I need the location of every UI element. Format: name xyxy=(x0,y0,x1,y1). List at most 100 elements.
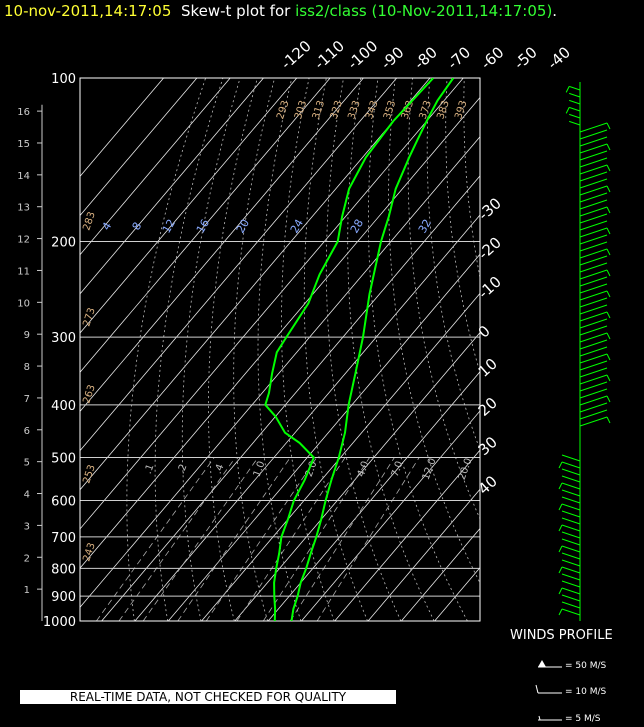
dry-adiabat-label: 383 xyxy=(435,99,451,121)
temperature-profile-line xyxy=(290,78,455,621)
right-temperature-label: -10 xyxy=(475,273,505,303)
wind-barb-feather xyxy=(558,587,563,595)
dry-adiabat-line xyxy=(426,78,480,451)
isotherm-line xyxy=(80,78,164,177)
isotherm-line xyxy=(80,136,480,608)
dry-adiabat-line xyxy=(181,78,241,621)
dry-adiabat-line xyxy=(463,78,480,280)
wind-barb xyxy=(579,136,608,147)
right-temperature-label: 40 xyxy=(475,472,501,498)
height-tick-label: 14 xyxy=(17,171,30,182)
wind-barb xyxy=(579,213,608,224)
mixing-ratio-line xyxy=(142,457,259,621)
dry-adiabat-line xyxy=(499,78,644,621)
height-tick-label: 3 xyxy=(24,521,30,532)
top-temperature-label: -110 xyxy=(311,37,348,73)
wind-barb xyxy=(561,503,581,511)
dry-adiabat-label: 343 xyxy=(364,99,380,121)
mixing-ratio-line xyxy=(96,457,215,621)
wind-barb xyxy=(579,290,608,301)
wind-barb xyxy=(579,402,608,413)
isotherm-line xyxy=(80,78,464,530)
wind-barb-feather xyxy=(565,107,570,114)
dry-adiabat-line xyxy=(281,78,335,621)
isotherm-line xyxy=(80,78,264,295)
wind-barb xyxy=(569,106,581,112)
pressure-tick-label: 300 xyxy=(51,331,76,346)
wind-barb-feather xyxy=(558,545,563,553)
mixing-ratio-line xyxy=(262,457,370,621)
height-tick-label: 5 xyxy=(24,458,30,469)
wind-barb xyxy=(579,360,608,371)
dry-adiabat-line xyxy=(303,78,368,621)
wind-legend-barb xyxy=(535,684,539,694)
pressure-tick-label: 900 xyxy=(51,590,76,605)
wind-barb xyxy=(561,517,581,525)
mixing-ratio-label: 20 xyxy=(234,217,252,236)
wind-barb xyxy=(579,262,608,273)
wind-barb xyxy=(569,92,581,98)
height-tick-label: 2 xyxy=(24,553,30,564)
dry-adiabat-label: 313 xyxy=(311,99,327,121)
wind-barb xyxy=(579,409,608,420)
wind-barb xyxy=(561,489,581,497)
top-temperature-label: -60 xyxy=(477,43,507,73)
wind-barb xyxy=(579,381,608,392)
wind-barb xyxy=(579,220,608,231)
pressure-tick-label: 600 xyxy=(51,495,76,510)
right-temperature-label: -30 xyxy=(475,194,505,224)
isotherm-line xyxy=(167,253,480,621)
wind-legend-5: = 5 M/S xyxy=(565,714,601,724)
wind-barb xyxy=(561,573,581,581)
mixing-ratio-label: .1 xyxy=(143,463,157,476)
height-tick-label: 11 xyxy=(17,266,30,277)
wind-barb-feather xyxy=(558,566,563,574)
wind-barb-feather xyxy=(606,164,611,172)
dry-adiabat-label: 393 xyxy=(453,99,469,121)
mixing-ratio-label: 16 xyxy=(194,217,212,236)
wind-barb xyxy=(579,122,608,133)
wind-barb xyxy=(561,454,581,462)
wind-barb xyxy=(561,580,581,588)
wind-barb xyxy=(561,531,581,539)
mixing-ratio-line xyxy=(236,457,346,621)
wind-barb-feather xyxy=(558,608,563,616)
quality-warning-banner: REAL-TIME DATA, NOT CHECKED FOR QUALITY xyxy=(20,690,396,704)
dry-adiabat-line xyxy=(445,78,480,374)
dry-adiabat-line xyxy=(367,78,468,621)
title-prefix: Skew-t plot for xyxy=(180,2,291,20)
height-tick-label: 6 xyxy=(24,426,30,437)
dry-adiabat-line xyxy=(347,78,435,621)
wind-barb xyxy=(561,538,581,546)
wind-barb xyxy=(579,129,608,140)
wind-barb xyxy=(579,234,608,245)
dry-adiabat-line xyxy=(325,78,402,621)
height-tick-label: 4 xyxy=(24,490,30,501)
isotherm-line xyxy=(301,410,480,621)
wind-barb xyxy=(579,297,608,308)
wind-barb xyxy=(579,346,608,357)
pressure-tick-label: 100 xyxy=(51,72,76,87)
isotherm-line xyxy=(367,488,480,621)
pressure-tick-label: 1000 xyxy=(43,615,76,630)
dry-adiabat-line xyxy=(407,78,480,520)
wind-barb xyxy=(561,496,581,504)
wind-barb xyxy=(561,510,581,518)
wind-barb xyxy=(579,143,608,154)
top-temperature-label: -80 xyxy=(411,43,441,73)
wind-barb xyxy=(569,99,581,105)
dry-adiabat-label: 333 xyxy=(346,99,362,121)
chart-title: 10-nov-2011,14:17:05 Skew-t plot for iss… xyxy=(4,2,557,24)
right-temperature-label: 30 xyxy=(475,433,501,459)
mixing-ratio-label: .2 xyxy=(176,463,190,476)
dry-adiabat-label: 323 xyxy=(329,99,345,121)
wind-barb-feather xyxy=(606,353,611,361)
dry-adiabat-label: 263 xyxy=(81,383,97,405)
wind-barb xyxy=(561,552,581,560)
height-tick-label: 16 xyxy=(17,107,30,118)
mixing-ratio-line xyxy=(316,457,420,621)
isotherm-line xyxy=(80,96,480,569)
wind-barb xyxy=(561,545,581,553)
top-temperature-label: -90 xyxy=(377,43,407,73)
